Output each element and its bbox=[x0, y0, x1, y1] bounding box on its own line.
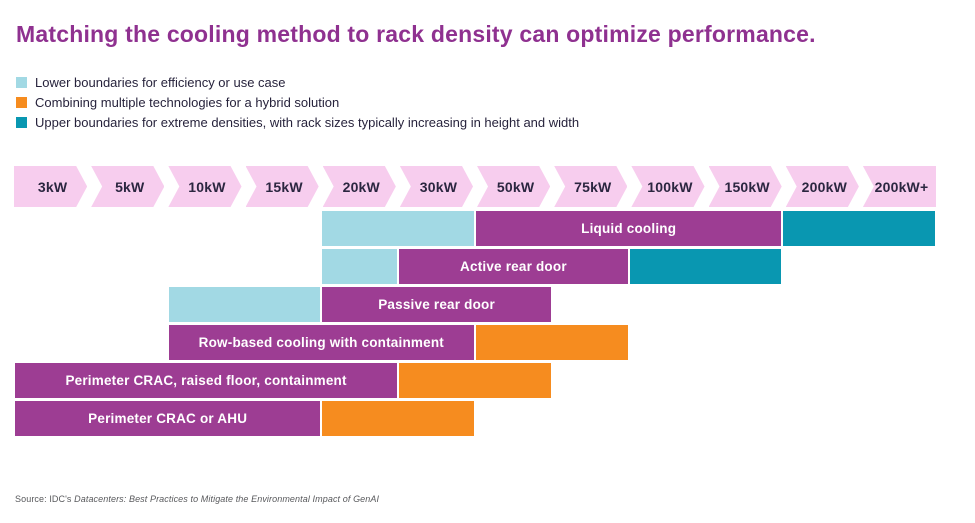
bar-row: Perimeter CRAC or AHU bbox=[14, 400, 936, 437]
bar-segment-lower bbox=[321, 248, 399, 285]
bar-segment-hybrid bbox=[321, 400, 475, 437]
bar-segment-primary: Perimeter CRAC or AHU bbox=[14, 400, 322, 437]
axis-chevron-10kW: 10kW bbox=[168, 166, 241, 207]
axis-chevron-200kW: 200kW bbox=[786, 166, 859, 207]
axis-chevron-15kW: 15kW bbox=[246, 166, 319, 207]
bar-row: Passive rear door bbox=[14, 286, 936, 323]
axis-chevron-50kW: 50kW bbox=[477, 166, 550, 207]
axis-tick-label: 200kW bbox=[801, 178, 847, 195]
density-axis: 3kW 5kW 10kW 15kW 20kW 30kW 50kW 75kW 100kW 150kW… bbox=[14, 166, 937, 207]
axis-tick-label: 150kW bbox=[724, 178, 770, 195]
source-prefix: Source: IDC's bbox=[15, 494, 75, 504]
source-report-title: Datacenters: Best Practices to Mitigate … bbox=[74, 494, 380, 504]
bars: Liquid cooling Active rear door Passive re… bbox=[14, 210, 936, 438]
axis-tick-label: 10kW bbox=[188, 178, 226, 195]
bar-row: Active rear door bbox=[14, 248, 936, 285]
axis-tick-label: 30kW bbox=[419, 178, 458, 195]
axis-tick-label: 50kW bbox=[496, 178, 535, 195]
bar-label: Perimeter CRAC, raised floor, containmen… bbox=[65, 373, 347, 388]
bar-segment-lower bbox=[167, 286, 322, 323]
bar-segment-primary: Perimeter CRAC, raised floor, containmen… bbox=[14, 362, 399, 399]
legend-label: Lower boundaries for efficiency or use c… bbox=[35, 74, 286, 90]
legend-label: Upper boundaries for extreme densities, … bbox=[35, 114, 580, 130]
axis-chevron-75kW: 75kW bbox=[554, 166, 627, 207]
axis-tick-label: 5kW bbox=[115, 178, 145, 195]
axis-chevron-150kW: 150kW bbox=[709, 166, 782, 207]
bar-row: Perimeter CRAC, raised floor, containmen… bbox=[14, 362, 936, 399]
axis-tick-label: 75kW bbox=[574, 178, 612, 195]
axis-tick-label: 3kW bbox=[37, 178, 68, 195]
bar-row: Liquid cooling bbox=[14, 210, 936, 247]
bar-segment-upper bbox=[782, 210, 936, 247]
legend-swatch-upper bbox=[16, 116, 27, 128]
bar-label: Passive rear door bbox=[378, 297, 495, 312]
bar-segment-primary: Passive rear door bbox=[321, 286, 552, 323]
legend-item-upper: Upper boundaries for extreme densities, … bbox=[16, 112, 579, 132]
bar-label: Liquid cooling bbox=[581, 221, 677, 236]
source-note: Source: IDC's Datacenters: Best Practice… bbox=[15, 494, 379, 504]
axis-chevron-100kW: 100kW bbox=[631, 166, 704, 207]
bar-segment-hybrid bbox=[398, 362, 552, 399]
bar-segment-hybrid bbox=[475, 324, 629, 361]
axis-chevron-20kW: 20kW bbox=[323, 166, 396, 207]
bar-label: Perimeter CRAC or AHU bbox=[88, 411, 248, 426]
page-title: Matching the cooling method to rack dens… bbox=[16, 21, 816, 47]
bar-segment-primary: Active rear door bbox=[398, 248, 629, 285]
legend-item-lower: Lower boundaries for efficiency or use c… bbox=[16, 72, 579, 92]
bar-row: Row-based cooling with containment bbox=[14, 324, 936, 361]
axis-tick-label: 200kW+ bbox=[874, 178, 929, 195]
axis-tick-label: 20kW bbox=[342, 178, 380, 195]
bar-segment-primary: Liquid cooling bbox=[475, 210, 783, 247]
bar-label: Row-based cooling with containment bbox=[198, 335, 444, 350]
bar-segment-upper bbox=[628, 248, 783, 285]
axis-chevron-30kW: 30kW bbox=[400, 166, 473, 207]
bar-segment-lower bbox=[321, 210, 475, 247]
legend-item-hybrid: Combining multiple technologies for a hy… bbox=[16, 92, 579, 112]
bar-label: Active rear door bbox=[460, 259, 567, 274]
legend-label: Combining multiple technologies for a hy… bbox=[35, 94, 340, 110]
axis-chevron-5kW: 5kW bbox=[91, 166, 164, 207]
legend: Lower boundaries for efficiency or use c… bbox=[16, 72, 579, 132]
axis-tick-label: 15kW bbox=[265, 178, 303, 195]
legend-swatch-lower bbox=[16, 76, 27, 88]
axis-tick-label: 100kW bbox=[647, 178, 693, 195]
axis-chevron-3kW: 3kW bbox=[14, 166, 87, 207]
axis-chevron-200kW+: 200kW+ bbox=[862, 166, 937, 207]
legend-swatch-hybrid bbox=[16, 96, 27, 108]
bar-segment-primary: Row-based cooling with containment bbox=[167, 324, 475, 361]
